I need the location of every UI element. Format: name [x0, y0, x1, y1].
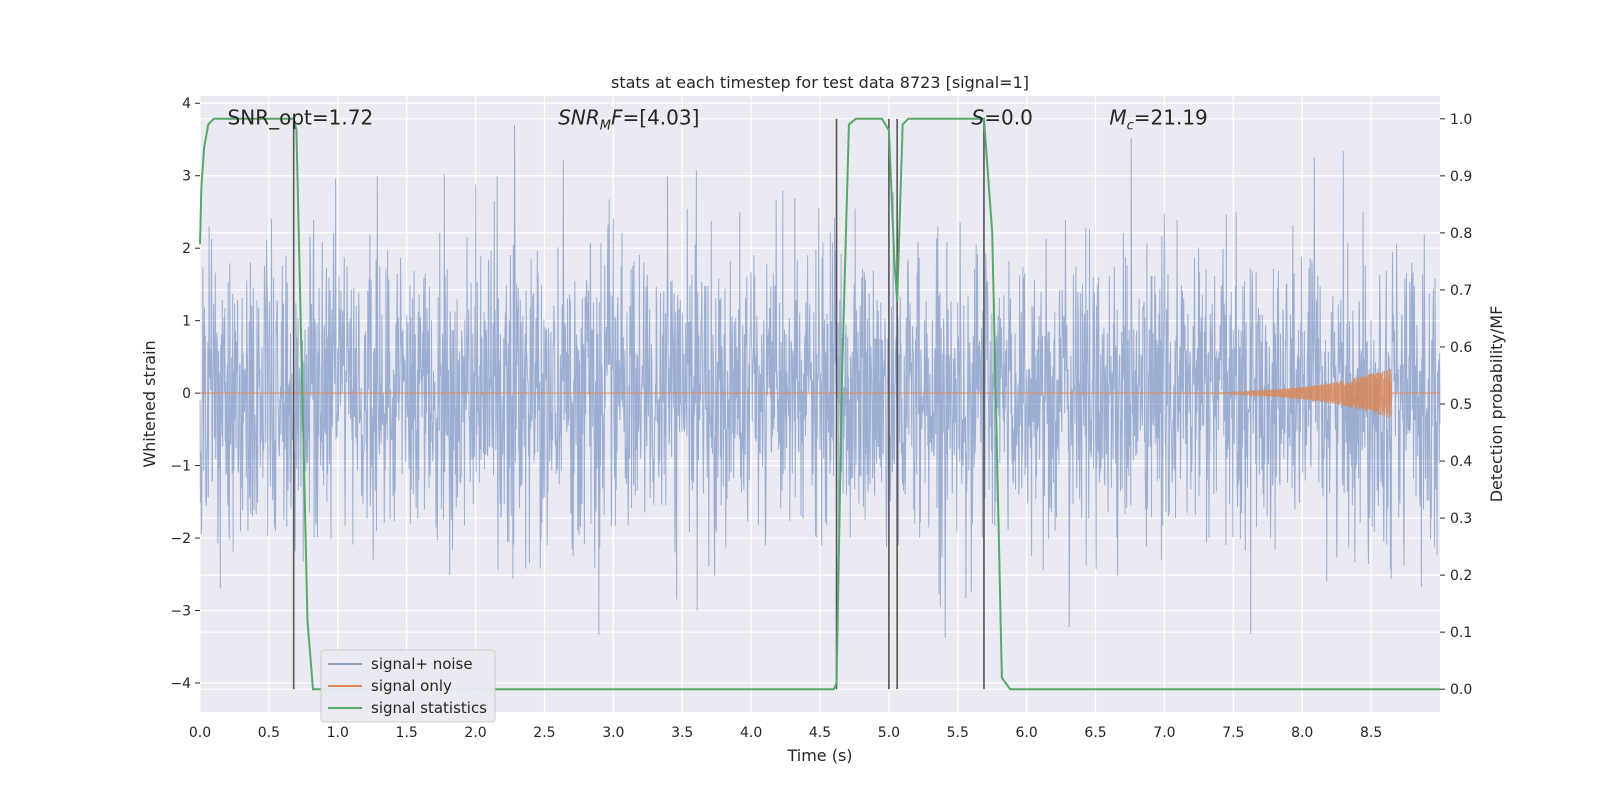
x-tick-label: 0.0 — [189, 725, 211, 741]
annotation-snr-opt: SNR_opt=1.72 — [228, 106, 374, 130]
y-left-tick-label: −1 — [170, 459, 191, 475]
y-left-tick-label: 3 — [182, 169, 191, 185]
legend: signal+ noise signal only signal statist… — [320, 649, 496, 723]
series-signal-noise — [199, 124, 1441, 638]
legend-label-signal-statistics: signal statistics — [371, 699, 487, 717]
y-right-tick-label: 0.8 — [1450, 226, 1472, 242]
y-axis-label-right: Detection probability/MF — [1487, 306, 1506, 503]
chart-title: stats at each timestep for test data 872… — [611, 73, 1029, 92]
y-left-tick-label: −4 — [170, 676, 191, 692]
y-right-tick-labels: 0.0 0.1 0.2 0.3 0.4 0.5 0.6 0.7 0.8 0.9 1.0 — [1440, 112, 1472, 698]
x-tick-label: 8.5 — [1360, 725, 1382, 741]
annotations: SNR_opt=1.72 SNRMF=[4.03] S=0.0 Mc=21.19 — [228, 106, 1208, 134]
x-tick-label: 1.5 — [396, 725, 418, 741]
y-right-tick-label: 0.7 — [1450, 283, 1472, 299]
y-left-tick-label: 4 — [182, 96, 191, 112]
x-tick-label: 6.0 — [1016, 725, 1038, 741]
x-axis-label: Time (s) — [786, 746, 852, 765]
x-tick-label: 3.0 — [602, 725, 624, 741]
y-left-tick-label: −2 — [170, 531, 191, 547]
annotation-mc: Mc=21.19 — [1109, 106, 1207, 134]
y-right-tick-label: 1.0 — [1450, 112, 1472, 128]
y-left-tick-label: −3 — [170, 604, 191, 620]
y-right-tick-label: 0.3 — [1450, 511, 1472, 527]
y-right-tick-label: 0.0 — [1450, 682, 1472, 698]
y-right-tick-label: 0.9 — [1450, 169, 1472, 185]
x-tick-label: 0.5 — [258, 725, 280, 741]
y-right-tick-label: 0.1 — [1450, 625, 1472, 641]
legend-box — [320, 649, 496, 723]
x-tick-label: 4.5 — [809, 725, 831, 741]
y-left-tick-label: 2 — [182, 241, 191, 257]
series-signal-only — [200, 368, 1440, 418]
annotation-snr-mf: SNRMF=[4.03] — [558, 106, 699, 134]
y-right-tick-label: 0.5 — [1450, 397, 1472, 413]
y-axis-label-left: Whitened strain — [140, 340, 159, 467]
legend-label-signal-only: signal only — [371, 677, 452, 695]
x-tick-label: 8.0 — [1291, 725, 1313, 741]
x-tick-label: 5.5 — [947, 725, 969, 741]
x-tick-label: 3.5 — [671, 725, 693, 741]
x-tick-label: 6.5 — [1084, 725, 1106, 741]
x-tick-label: 5.0 — [878, 725, 900, 741]
legend-label-signal-noise: signal+ noise — [371, 655, 473, 673]
x-tick-labels: 0.0 0.5 1.0 1.5 2.0 2.5 3.0 3.5 4.0 4.5 5.0 5.5 6.0 6… — [189, 725, 1382, 741]
x-tick-label: 7.5 — [1222, 725, 1244, 741]
series-signal-statistics — [199, 117, 1440, 691]
y-right-tick-label: 0.6 — [1450, 340, 1472, 356]
x-tick-label: 1.0 — [327, 725, 349, 741]
x-tick-label: 2.0 — [464, 725, 486, 741]
y-left-tick-labels: −4 −3 −2 −1 0 1 2 3 4 — [170, 96, 200, 692]
x-tick-label: 7.0 — [1153, 725, 1175, 741]
x-tick-label: 4.0 — [740, 725, 762, 741]
y-right-tick-label: 0.2 — [1450, 568, 1472, 584]
y-right-tick-label: 0.4 — [1450, 454, 1472, 470]
y-left-tick-label: 0 — [182, 386, 191, 402]
x-tick-label: 2.5 — [533, 725, 555, 741]
y-left-tick-label: 1 — [182, 314, 191, 330]
plot-area — [199, 117, 1441, 691]
annotation-s: S=0.0 — [972, 106, 1033, 130]
